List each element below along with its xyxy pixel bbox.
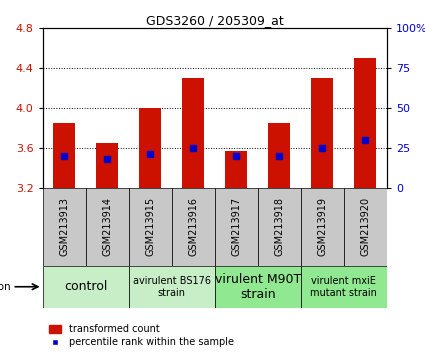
Text: GSM213919: GSM213919 — [317, 197, 327, 256]
Bar — [215, 188, 258, 266]
Bar — [344, 188, 387, 266]
Bar — [312, 78, 333, 188]
Text: GSM213915: GSM213915 — [145, 197, 155, 256]
Bar — [96, 143, 118, 188]
Text: GSM213914: GSM213914 — [102, 197, 112, 256]
Bar — [269, 123, 290, 188]
Text: virulent mxiE
mutant strain: virulent mxiE mutant strain — [310, 276, 377, 298]
Bar — [182, 78, 204, 188]
Legend: transformed count, percentile rank within the sample: transformed count, percentile rank withi… — [47, 322, 236, 349]
Bar — [300, 266, 387, 308]
Text: virulent M90T
strain: virulent M90T strain — [215, 273, 301, 301]
Bar — [53, 123, 75, 188]
Text: GSM213920: GSM213920 — [360, 197, 370, 256]
Bar — [258, 188, 300, 266]
Bar — [354, 58, 376, 188]
Text: avirulent BS176
strain: avirulent BS176 strain — [133, 276, 211, 298]
Bar — [225, 151, 247, 188]
Bar — [128, 266, 215, 308]
Text: GSM213916: GSM213916 — [188, 197, 198, 256]
Bar — [172, 188, 215, 266]
Title: GDS3260 / 205309_at: GDS3260 / 205309_at — [146, 14, 283, 27]
Text: infection: infection — [0, 282, 10, 292]
Bar — [85, 188, 128, 266]
Bar — [300, 188, 344, 266]
Bar — [42, 188, 85, 266]
Bar — [215, 266, 300, 308]
Text: GSM213913: GSM213913 — [59, 197, 69, 256]
Bar — [42, 266, 128, 308]
Bar — [139, 108, 161, 188]
Text: GSM213918: GSM213918 — [274, 197, 284, 256]
Bar — [128, 188, 172, 266]
Text: GSM213917: GSM213917 — [231, 197, 241, 256]
Text: control: control — [64, 280, 107, 293]
